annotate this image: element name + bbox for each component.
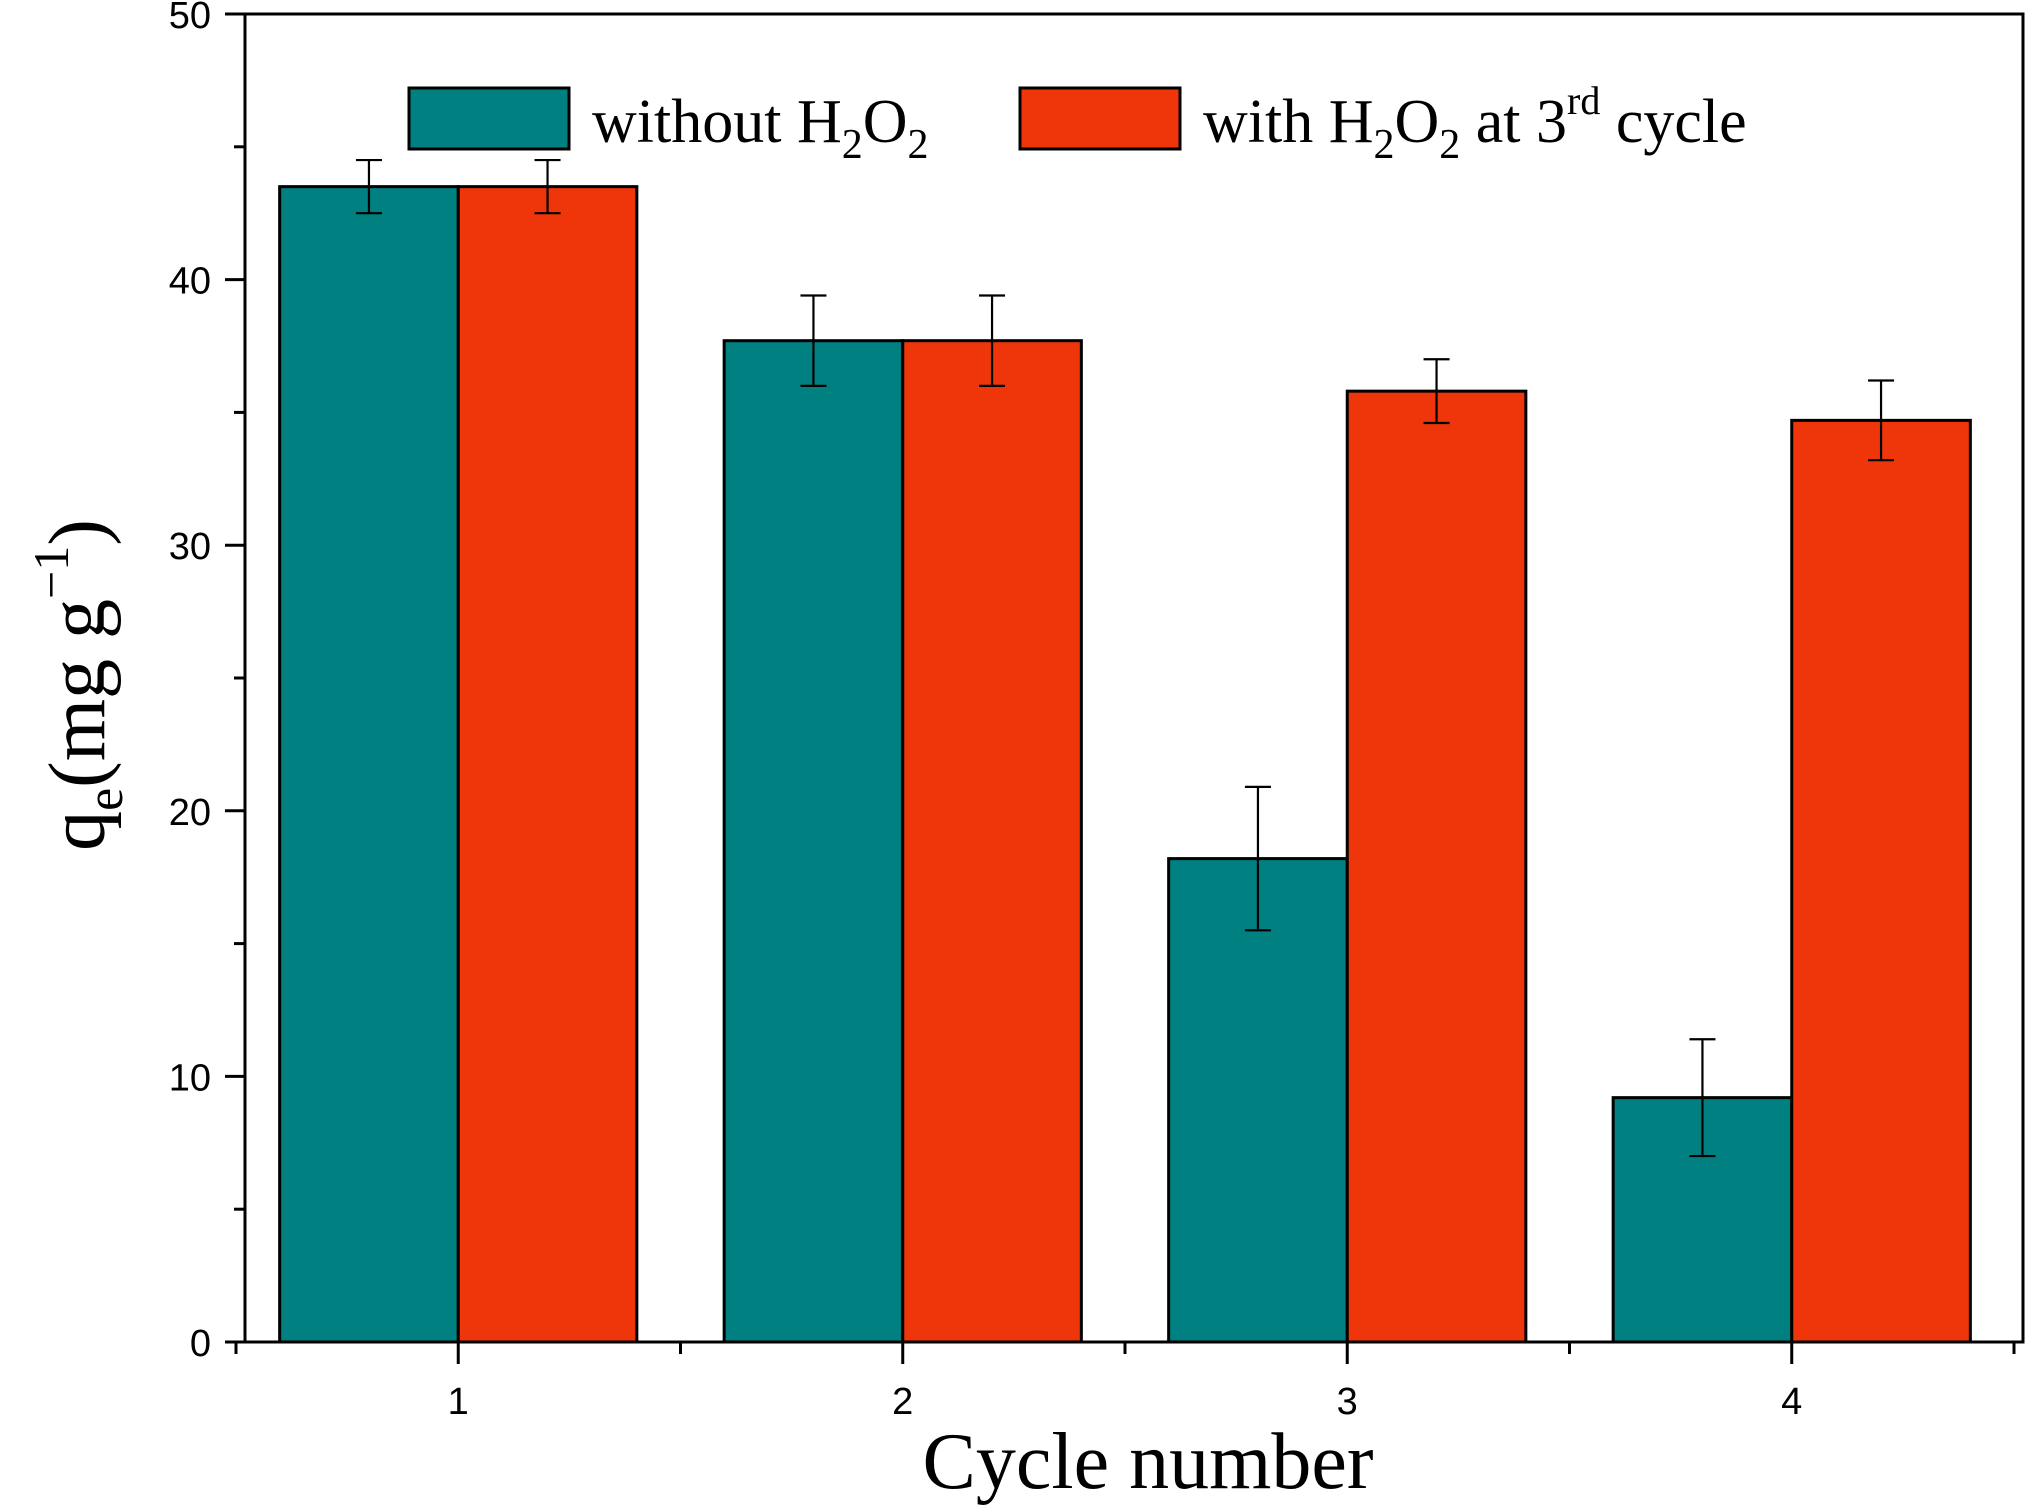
legend: without H2O2 with H2O2 at 3rd cycle [407, 78, 1747, 168]
y-tick-label-50: 50 [169, 0, 211, 37]
x-axis-title: Cycle number [923, 1418, 1374, 1506]
error-bar-series-2-cycle-3 [1423, 358, 1450, 425]
error-bar-series-2-cycle-2 [979, 294, 1006, 387]
y-tick-label-20: 20 [169, 792, 211, 834]
bars-layer [278, 185, 1972, 1344]
x-tick-labels: 1 2 3 4 [448, 1381, 1803, 1423]
error-bar-series-1-cycle-4 [1689, 1038, 1716, 1158]
bar-series-1-cycle-2 [722, 339, 905, 1344]
y-tick-label-30: 30 [169, 526, 211, 568]
y-tick-label-0: 0 [190, 1323, 211, 1365]
error-bar-series-1-cycle-3 [1244, 785, 1271, 932]
legend-swatch-series-2 [1018, 86, 1182, 151]
x-tick-label-3: 3 [1337, 1381, 1358, 1423]
x-tick-label-4: 4 [1781, 1381, 1802, 1423]
error-bar-series-2-cycle-4 [1868, 379, 1895, 462]
bar-series-2-cycle-3 [1345, 389, 1528, 1344]
y-tick-label-10: 10 [169, 1057, 211, 1099]
bar-series-2-cycle-4 [1790, 418, 1972, 1344]
y-tick-labels: 0 10 20 30 40 50 [169, 0, 211, 1365]
bar-series-1-cycle-3 [1167, 857, 1349, 1344]
legend-label-series-2: with H2O2 at 3rd cycle [1203, 78, 1747, 168]
error-bars-layer [355, 158, 1895, 1158]
legend-swatch-series-1 [407, 86, 571, 151]
error-bar-series-1-cycle-2 [800, 294, 827, 387]
x-tick-label-1: 1 [448, 1381, 469, 1423]
error-bar-series-2-cycle-1 [534, 158, 561, 215]
bar-series-1-cycle-1 [278, 185, 460, 1344]
error-bar-series-1-cycle-1 [355, 158, 382, 215]
legend-label-series-1: without H2O2 [592, 88, 929, 168]
y-axis-title: qe(mg g−1) [23, 519, 134, 851]
bar-series-2-cycle-2 [901, 339, 1083, 1344]
bar-series-2-cycle-1 [456, 185, 639, 1344]
y-tick-label-40: 40 [169, 261, 211, 303]
axes [225, 12, 2025, 1364]
x-tick-label-2: 2 [892, 1381, 913, 1423]
